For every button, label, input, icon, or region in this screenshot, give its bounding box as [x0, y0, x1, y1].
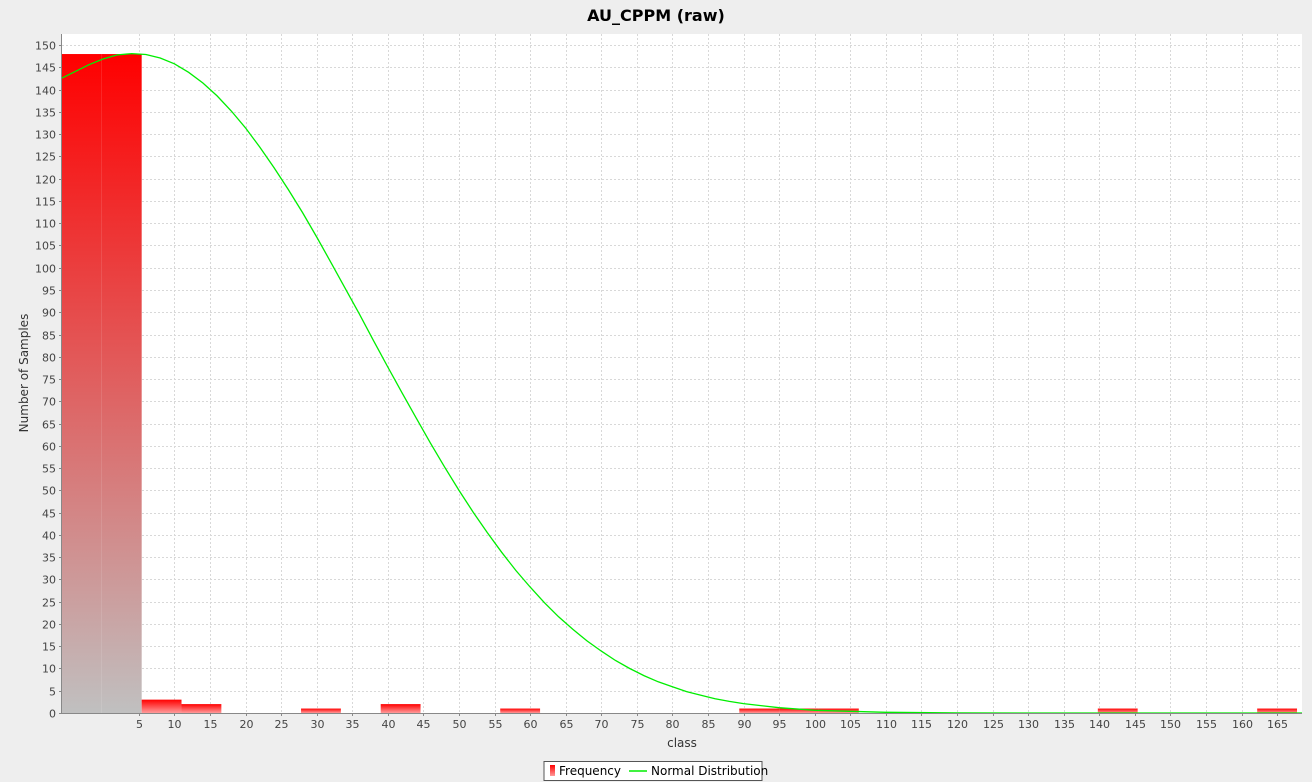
- frequency-bar: [62, 54, 102, 713]
- x-tick-label: 125: [983, 718, 1004, 731]
- x-tick-label: 20: [240, 718, 254, 731]
- y-tick-label: 70: [42, 396, 56, 409]
- frequency-bar: [500, 709, 540, 713]
- y-tick-label: 140: [35, 85, 56, 98]
- x-tick-label: 130: [1018, 718, 1039, 731]
- x-tick-label: 110: [876, 718, 897, 731]
- y-tick-label: 55: [42, 463, 56, 476]
- x-tick-label: 35: [346, 718, 360, 731]
- x-tick-label: 55: [489, 718, 503, 731]
- x-tick-label: 165: [1267, 718, 1288, 731]
- chart-legend: Frequency Normal Distribution: [544, 762, 768, 781]
- y-tick-label: 45: [42, 508, 56, 521]
- legend-frequency-swatch: [550, 765, 555, 776]
- y-axis-label: Number of Samples: [17, 314, 31, 433]
- frequency-bar: [102, 54, 142, 713]
- y-tick-label: 20: [42, 619, 56, 632]
- chart-title: AU_CPPM (raw): [587, 6, 725, 25]
- x-tick-label: 95: [773, 718, 787, 731]
- x-tick-label: 25: [275, 718, 289, 731]
- y-tick-label: 60: [42, 441, 56, 454]
- x-tick-label: 10: [168, 718, 182, 731]
- y-tick-label: 65: [42, 419, 56, 432]
- y-tick-label: 75: [42, 374, 56, 387]
- x-tick-label: 140: [1089, 718, 1110, 731]
- x-tick-label: 50: [453, 718, 467, 731]
- x-tick-label: 45: [417, 718, 431, 731]
- y-tick-label: 150: [35, 40, 56, 53]
- y-tick-label: 5: [49, 686, 56, 699]
- y-tick-label: 125: [35, 151, 56, 164]
- y-tick-label: 0: [49, 708, 56, 721]
- x-tick-label: 80: [666, 718, 680, 731]
- x-axis-ticks: 5 10 15 20 25 30 35 40 45 50 55 60 65 70 75 80 85 90 95 100…: [136, 713, 1288, 731]
- y-tick-label: 145: [35, 62, 56, 75]
- frequency-bar: [381, 704, 421, 713]
- frequency-bar: [301, 709, 341, 713]
- y-tick-label: 115: [35, 196, 56, 209]
- y-tick-label: 110: [35, 218, 56, 231]
- x-tick-label: 150: [1160, 718, 1181, 731]
- x-tick-label: 65: [560, 718, 574, 731]
- y-tick-label: 25: [42, 597, 56, 610]
- y-tick-label: 120: [35, 174, 56, 187]
- y-tick-label: 50: [42, 485, 56, 498]
- x-tick-label: 85: [702, 718, 716, 731]
- plot-area: [62, 34, 1302, 713]
- x-tick-label: 30: [311, 718, 325, 731]
- y-tick-label: 85: [42, 330, 56, 343]
- x-tick-label: 90: [738, 718, 752, 731]
- x-tick-label: 70: [595, 718, 609, 731]
- y-tick-label: 40: [42, 530, 56, 543]
- y-tick-label: 95: [42, 285, 56, 298]
- x-tick-label: 5: [136, 718, 143, 731]
- y-tick-label: 105: [35, 240, 56, 253]
- y-tick-label: 100: [35, 263, 56, 276]
- legend-frequency-label: Frequency: [559, 764, 621, 778]
- frequency-bar: [142, 700, 182, 713]
- x-tick-label: 135: [1054, 718, 1075, 731]
- x-tick-label: 40: [382, 718, 396, 731]
- y-tick-label: 135: [35, 107, 56, 120]
- y-tick-label: 30: [42, 574, 56, 587]
- x-axis-label: class: [667, 736, 697, 750]
- frequency-bar: [182, 704, 222, 713]
- frequency-bar: [1098, 709, 1138, 713]
- x-tick-label: 105: [840, 718, 861, 731]
- y-axis-ticks: 0 5 10 15 20 25 30 35 40 45 50 55 60 65 70 75 80 85 90 95 10…: [35, 40, 62, 721]
- y-tick-label: 10: [42, 663, 56, 676]
- x-tick-label: 15: [204, 718, 218, 731]
- x-tick-label: 155: [1196, 718, 1217, 731]
- x-tick-label: 160: [1232, 718, 1253, 731]
- frequency-bar: [1257, 709, 1297, 713]
- y-tick-label: 15: [42, 641, 56, 654]
- y-tick-label: 90: [42, 307, 56, 320]
- frequency-bar: [739, 709, 779, 713]
- y-tick-label: 80: [42, 352, 56, 365]
- x-tick-label: 145: [1125, 718, 1146, 731]
- y-tick-label: 35: [42, 552, 56, 565]
- x-tick-label: 100: [805, 718, 826, 731]
- x-tick-label: 60: [524, 718, 538, 731]
- x-tick-label: 75: [631, 718, 645, 731]
- x-tick-label: 115: [911, 718, 932, 731]
- y-tick-label: 130: [35, 129, 56, 142]
- legend-normal-label: Normal Distribution: [651, 764, 768, 778]
- x-tick-label: 120: [947, 718, 968, 731]
